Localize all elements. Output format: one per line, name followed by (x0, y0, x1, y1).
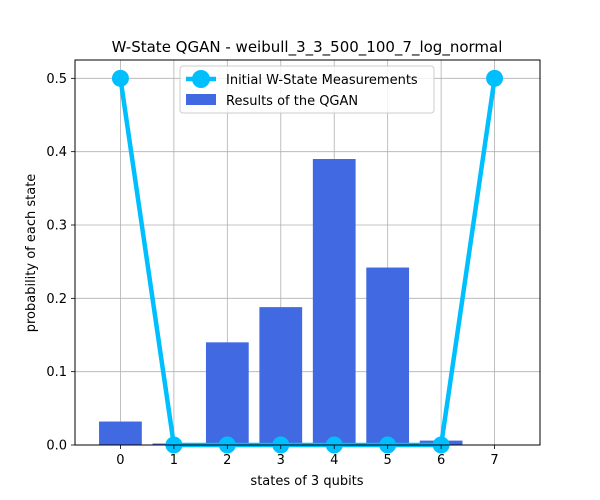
x-tick-label: 2 (223, 453, 231, 468)
y-axis-label: probability of each state (24, 174, 39, 333)
x-tick-label: 5 (384, 453, 392, 468)
y-tick-label: 0.5 (46, 72, 67, 87)
bar (366, 267, 410, 445)
bar-series (99, 159, 463, 445)
bar (259, 307, 303, 445)
legend-label-initial: Initial W-State Measurements (226, 73, 418, 88)
x-tick-label: 3 (277, 453, 285, 468)
y-tick-label: 0.0 (46, 439, 67, 454)
legend-label-results: Results of the QGAN (226, 94, 358, 109)
x-tick-label: 4 (330, 453, 338, 468)
chart-title: W-State QGAN - weibull_3_3_500_100_7_log… (112, 38, 503, 57)
x-tick-label: 1 (170, 453, 178, 468)
bar (312, 159, 356, 445)
plot-frame (74, 59, 541, 446)
bar (205, 342, 249, 445)
line-point (486, 69, 504, 87)
y-tick-label: 0.2 (46, 292, 67, 307)
y-tick-label: 0.4 (46, 145, 67, 160)
legend-frame (179, 65, 435, 114)
x-axis-label: states of 3 qubits (250, 474, 363, 489)
y-tick-label: 0.1 (46, 365, 67, 380)
legend-marker-swatch (192, 70, 210, 88)
x-tick-label: 7 (490, 453, 498, 468)
line-point (111, 69, 129, 87)
legend-bar-swatch (186, 94, 216, 105)
axis-ticks: 0 1 2 3 4 5 6 7 0.0 0.1 0.2 0.3 0.4 0.5 (46, 72, 498, 468)
x-tick-label: 0 (116, 453, 124, 468)
x-tick-label: 6 (437, 453, 445, 468)
bar (99, 421, 142, 445)
y-tick-label: 0.3 (46, 219, 67, 234)
legend: Initial W-State Measurements Results of … (179, 65, 435, 114)
